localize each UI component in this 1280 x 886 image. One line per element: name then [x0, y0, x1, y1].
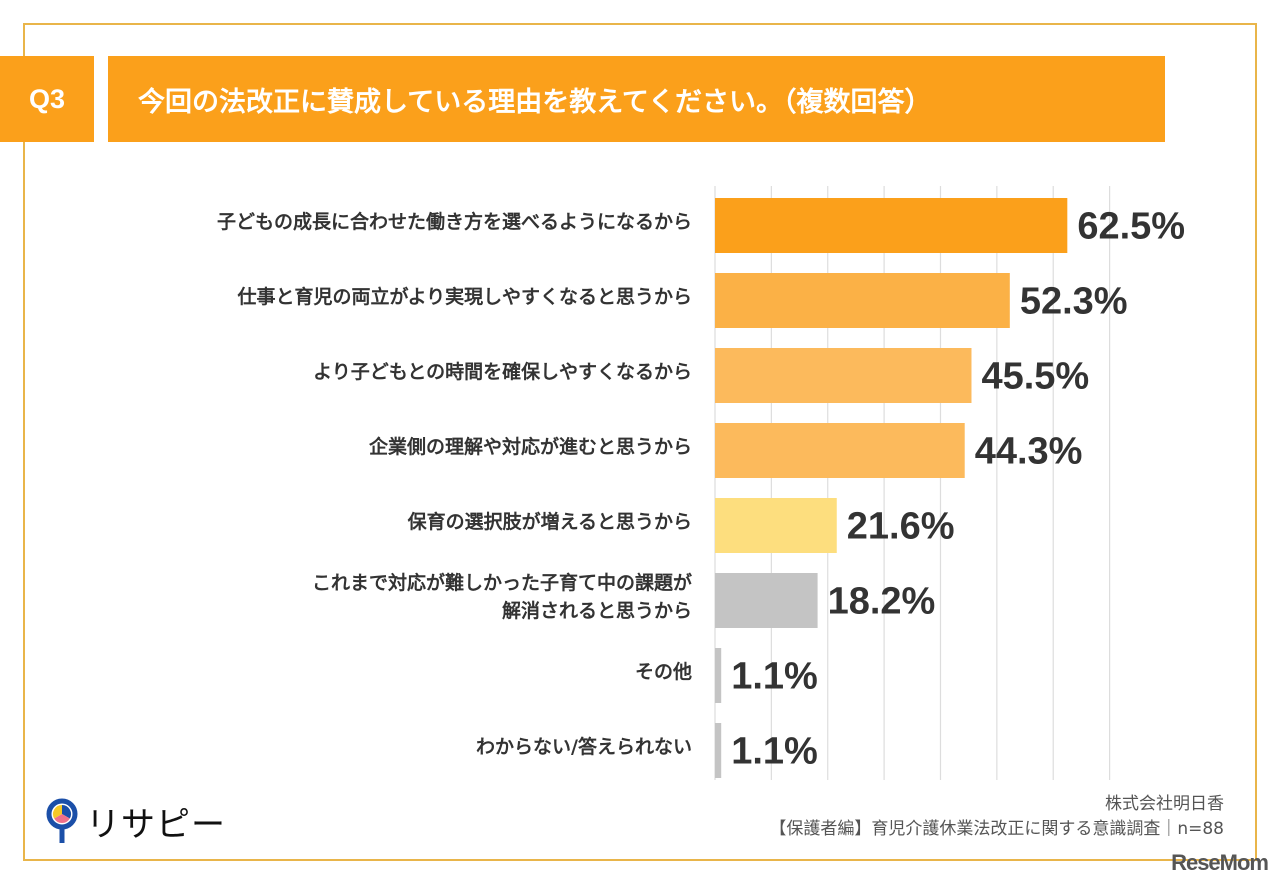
value-label: 44.3%: [975, 431, 1083, 473]
chart-frame: [23, 23, 1257, 861]
value-label: 52.3%: [1020, 281, 1128, 323]
resemom-watermark: ReseMom: [1171, 850, 1269, 875]
risapi-logo: リサピー: [46, 797, 226, 846]
question-number: Q3: [28, 83, 66, 114]
bar: [715, 573, 818, 628]
bar: [715, 198, 1068, 253]
bar: [715, 273, 1010, 328]
bar: [715, 423, 965, 478]
source-note: 株式会社明日香 【保護者編】育児介護休業法改正に関する意識調査｜n=88: [769, 792, 1224, 842]
category-label: その他: [634, 661, 692, 683]
logo-text: リサピー: [86, 805, 226, 845]
category-label: 解消されると思うから: [501, 600, 692, 622]
question-title: 今回の法改正に賛成している理由を教えてください。（複数回答）: [138, 86, 932, 118]
bar: [715, 498, 837, 553]
value-label: 18.2%: [828, 581, 936, 623]
value-label: 1.1%: [731, 656, 818, 698]
value-label: 21.6%: [847, 506, 955, 548]
category-label: より子どもとの時間を確保しやすくなるから: [313, 361, 692, 383]
value-label: 1.1%: [731, 731, 818, 773]
magnifier-pie-icon: [46, 798, 78, 843]
bar: [715, 648, 722, 703]
bar: [715, 723, 722, 778]
value-label: 45.5%: [981, 356, 1089, 398]
question-number-badge: Q3: [0, 56, 94, 142]
category-label: 子どもの成長に合わせた働き方を選べるようになるから: [216, 211, 692, 233]
value-label: 62.5%: [1077, 206, 1185, 248]
survey-name: 【保護者編】育児介護休業法改正に関する意識調査｜n=88: [769, 819, 1224, 839]
company-name: 株式会社明日香: [1105, 794, 1224, 814]
category-label: 保育の選択肢が増えると思うから: [407, 511, 692, 533]
bar: [715, 348, 972, 403]
question-title-banner: 今回の法改正に賛成している理由を教えてください。（複数回答）: [108, 56, 1165, 142]
category-label: 仕事と育児の両立がより実現しやすくなると思うから: [237, 286, 692, 308]
category-label: これまで対応が難しかった子育て中の課題が: [311, 572, 692, 594]
category-label: わからない/答えられない: [476, 736, 692, 758]
category-label: 企業側の理解や対応が進むと思うから: [368, 436, 692, 458]
